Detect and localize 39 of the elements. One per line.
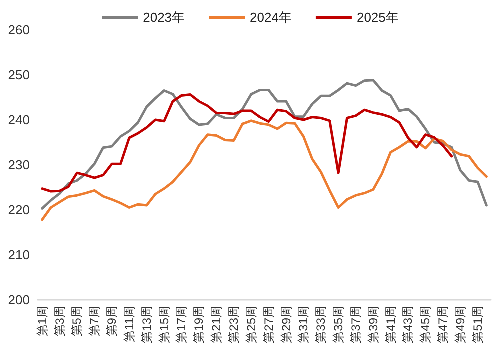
x-tick-label: 第13周 [140,306,154,344]
x-tick-label: 第19周 [192,306,206,344]
y-tick-label: 200 [8,292,30,308]
y-tick-label: 240 [8,112,30,128]
x-tick-label: 第11周 [122,306,136,342]
x-tick-label: 第49周 [454,306,468,344]
line-series [41,79,488,210]
x-tick-label: 第1周 [35,306,50,337]
x-tick-label: 第29周 [279,306,294,344]
legend-label: 2025年 [356,10,399,25]
legend-label: 2023年 [143,10,186,25]
x-tick-label: 第25周 [244,306,258,344]
x-tick-label: 第5周 [70,306,84,337]
x-tick-label: 第23周 [227,306,242,344]
x-tick-label: 第47周 [436,306,450,344]
y-tick-label: 230 [8,158,30,172]
y-tick-label: 260 [8,22,30,38]
x-tick-label: 第39周 [366,306,380,344]
x-tick-label: 第37周 [348,306,363,344]
x-tick-label: 第45周 [418,306,433,344]
y-tick-label: 220 [8,202,30,218]
x-tick-label: 第15周 [157,306,172,344]
x-tick-label: 第17周 [174,306,189,344]
x-tick-label: 第7周 [88,306,102,337]
legend-label: 2024年 [250,10,292,25]
x-tick-label: 第31周 [296,306,311,344]
y-tick-label: 250 [8,68,30,82]
line-series [41,120,488,222]
x-tick-label: 第41周 [384,306,398,344]
x-tick-label: 第21周 [210,306,224,344]
x-tick-label: 第33周 [314,306,328,344]
x-tick-label: 第27周 [262,306,276,344]
y-tick-label: 210 [8,248,30,262]
x-tick-label: 第43周 [401,306,416,344]
x-tick-label: 第51周 [470,306,485,344]
x-tick-label: 第35周 [332,306,346,344]
x-tick-label: 第3周 [52,306,67,337]
line-series [41,94,454,193]
x-tick-label: 第9周 [105,306,120,337]
